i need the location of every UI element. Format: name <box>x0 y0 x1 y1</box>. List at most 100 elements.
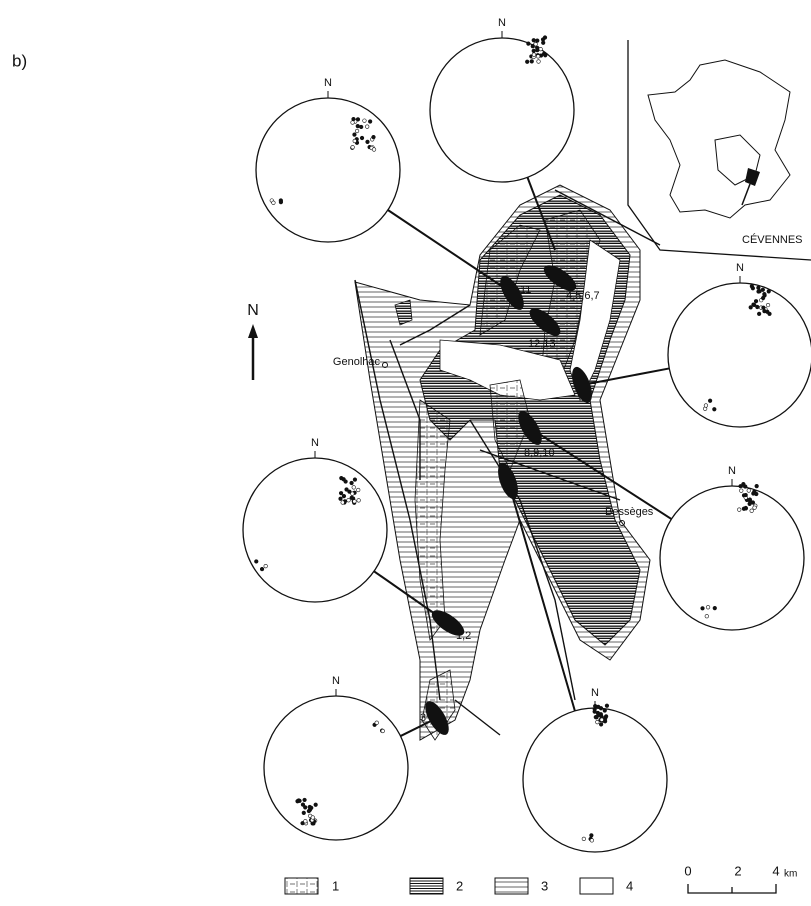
pole-dot <box>303 805 308 810</box>
pole-dot <box>302 797 307 803</box>
pole-dot <box>712 407 717 412</box>
pole-dot <box>526 41 531 46</box>
legend-label: 4 <box>626 878 633 893</box>
pole-dot <box>752 302 757 307</box>
site-marker <box>518 411 542 445</box>
stereonet-circle <box>242 457 388 603</box>
pole-dot <box>708 398 713 403</box>
pole-dot <box>347 489 352 494</box>
site-label: 4,5,6,7 <box>566 290 600 302</box>
pole-dot <box>530 44 535 49</box>
pole-dot <box>712 606 717 611</box>
pole-dot <box>278 199 284 205</box>
pole-dot <box>259 566 265 572</box>
legend-label: 1 <box>332 878 339 893</box>
pole-dot <box>754 484 759 489</box>
lead-line <box>507 480 576 712</box>
pole-dot <box>542 35 548 40</box>
pole-dot <box>531 52 537 57</box>
pole-dot <box>352 499 357 504</box>
pole-dot <box>596 712 601 717</box>
pole-dot <box>356 498 361 503</box>
pole-dot <box>748 305 753 310</box>
pole-dot <box>761 305 766 310</box>
pole-dot <box>340 500 345 505</box>
pole-dot <box>542 51 547 56</box>
pole-dot <box>355 117 361 122</box>
stereonet: N <box>429 17 575 183</box>
pole-dot <box>737 507 742 512</box>
pole-dot <box>595 720 600 725</box>
pole-dot <box>307 804 312 810</box>
pole-dot <box>599 717 604 722</box>
inset-map: CÉVENNES <box>627 40 811 261</box>
legend: 1 2 3 4 <box>284 877 633 895</box>
pole-dot <box>746 488 751 493</box>
site-marker <box>500 276 524 310</box>
legend-label: 2 <box>456 878 463 893</box>
scale-tick: 2 <box>734 863 741 878</box>
site-label: 3 <box>420 712 426 724</box>
site-marker <box>431 610 465 636</box>
legend-label: 3 <box>541 878 548 893</box>
stereonet-north: N <box>736 262 744 274</box>
inset-label: CÉVENNES <box>742 233 803 246</box>
pole-dot <box>743 506 748 511</box>
pole-dot <box>596 704 601 709</box>
pole-dot <box>531 48 536 53</box>
stereonet-circle <box>522 707 668 853</box>
pole-dot <box>339 476 344 481</box>
pole-dot <box>380 728 385 734</box>
pole-dot <box>589 838 594 843</box>
stereonet: N <box>255 77 401 243</box>
site-label: 1,2 <box>456 630 471 642</box>
pole-dot <box>705 605 711 610</box>
north-label: N <box>247 302 259 319</box>
pole-dot <box>756 285 761 290</box>
pole-dot <box>362 118 367 123</box>
lead-line <box>529 427 672 520</box>
site-marker <box>543 265 577 291</box>
site-label: 11 <box>520 284 531 296</box>
pole-dot <box>766 289 771 294</box>
pole-dot <box>365 139 370 144</box>
pole-dot <box>704 614 709 619</box>
pole-dot <box>359 124 364 130</box>
pole-dot <box>604 703 610 708</box>
panel-label: b) <box>12 51 27 70</box>
pole-dot <box>359 135 365 141</box>
pole-dot <box>525 59 530 64</box>
stereonet-north: N <box>498 17 506 29</box>
pole-dot <box>747 501 752 507</box>
pole-dot <box>354 128 360 134</box>
stereonet: N <box>667 262 811 428</box>
pole-dot <box>599 722 604 727</box>
pole-dot <box>533 42 538 47</box>
pole-dot <box>602 708 607 713</box>
town-label: Bessèges <box>605 506 654 518</box>
town-label: Genolhac <box>333 356 381 368</box>
pole-dot <box>765 302 771 308</box>
site-marker <box>529 308 561 336</box>
pole-dot <box>349 480 354 486</box>
pole-dot <box>355 124 360 129</box>
pole-dot <box>535 48 540 53</box>
pole-dot <box>529 59 534 64</box>
pole-dot <box>751 491 756 496</box>
pole-dot <box>300 821 305 826</box>
pole-dot <box>368 119 373 124</box>
town-marker <box>382 362 388 368</box>
pole-dot <box>313 802 318 807</box>
pole-dot <box>753 299 759 304</box>
pole-dot <box>343 479 348 484</box>
stereonet-circle <box>255 97 401 243</box>
stereonet: N <box>522 687 668 853</box>
pole-dot <box>350 145 355 150</box>
stereonet-north: N <box>311 437 319 449</box>
pole-dot <box>303 819 308 824</box>
pole-dot <box>352 477 358 482</box>
pole-dot <box>351 485 356 490</box>
lead-line <box>581 367 670 386</box>
pole-dot <box>344 487 349 492</box>
